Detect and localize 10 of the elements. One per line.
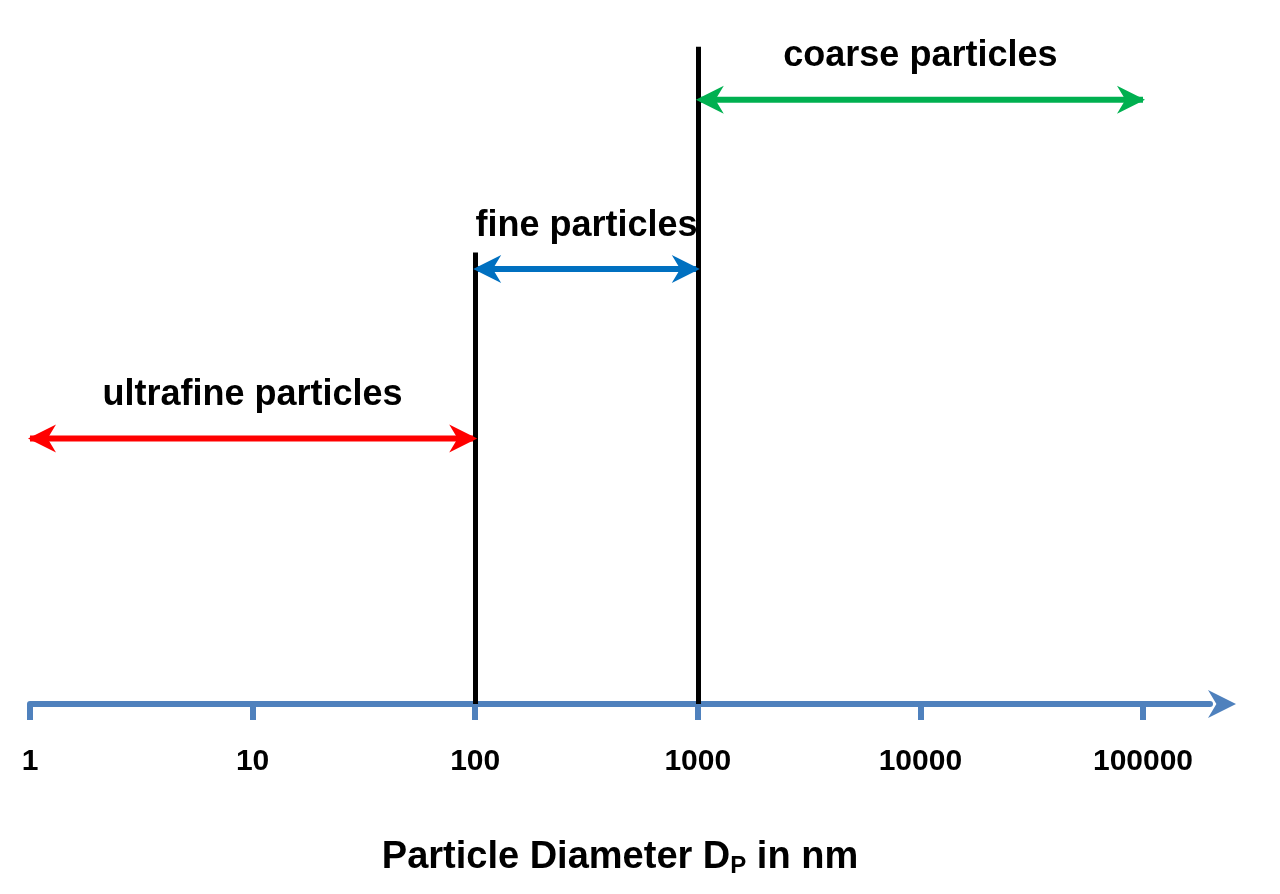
bar [30, 435, 476, 442]
y-tick-label: ultrafine particles [102, 371, 403, 413]
x-tick-label: 100 [450, 742, 501, 776]
x-tick-label: 1 [21, 742, 39, 776]
y-tick-label: fine particles [475, 202, 698, 244]
x-tick-label: 100000 [1092, 742, 1194, 776]
x-tick-label: 10000 [878, 742, 963, 776]
y-tick-label: coarse particles [783, 33, 1058, 75]
x-tick-label: 1000 [664, 742, 732, 776]
x-tick-label: 10 [235, 742, 270, 776]
